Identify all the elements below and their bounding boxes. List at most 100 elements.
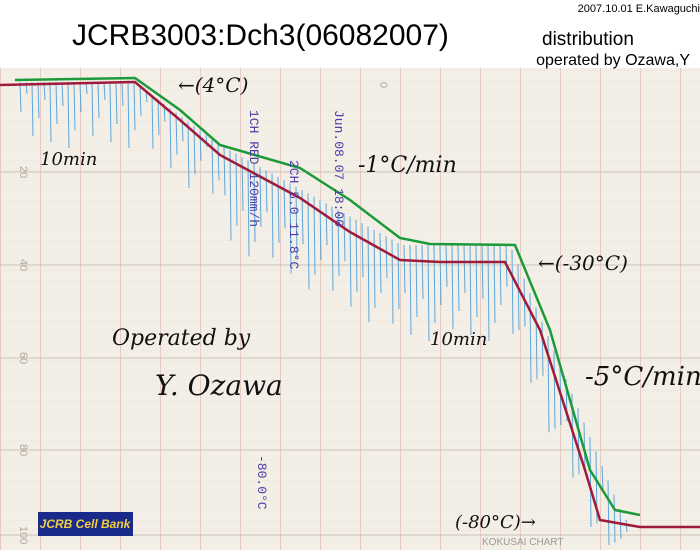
- annotation: ←(-30°C): [538, 251, 628, 275]
- trace-spike: [319, 199, 322, 261]
- trace-spike: [535, 307, 538, 380]
- trace-spike: [355, 219, 358, 292]
- trace-spike: [397, 242, 400, 309]
- scale-label: 20: [17, 166, 29, 178]
- trace-spike: [463, 244, 466, 294]
- trace-spike: [493, 244, 496, 324]
- trace-spike: [61, 81, 64, 107]
- trace-spike: [445, 244, 448, 288]
- trace-spike: [193, 126, 196, 175]
- recorder-text: Jun.08.07 18:00: [331, 110, 346, 227]
- annotation: -1°C/min: [358, 153, 457, 178]
- trace-spike: [37, 81, 40, 119]
- trace-spike: [373, 229, 376, 308]
- scale-label: 100: [17, 526, 29, 544]
- trace-spike: [529, 292, 532, 384]
- logo-bg: [38, 512, 133, 536]
- trace-spike: [601, 465, 604, 490]
- annotation: Y. Ozawa: [155, 369, 283, 402]
- trace-spike: [361, 223, 364, 278]
- trace-spike: [433, 244, 436, 324]
- trace-spike: [457, 244, 460, 312]
- trace-spike: [265, 170, 268, 213]
- trace-spike: [109, 81, 112, 143]
- trace-spike: [391, 239, 394, 324]
- trace-spike: [517, 264, 520, 331]
- grid: [0, 68, 700, 550]
- trace-spike: [289, 183, 292, 274]
- trace-spike: [553, 350, 556, 429]
- trace-spike: [55, 81, 58, 125]
- scale-label: 80: [17, 444, 29, 456]
- trace-spike: [469, 244, 472, 336]
- trace-spike: [67, 81, 70, 149]
- trace-spike: [199, 130, 202, 161]
- trace-spike: [97, 81, 100, 119]
- trace-spike: [439, 244, 442, 306]
- trace-spike: [385, 236, 388, 279]
- trace-spike: [73, 81, 76, 131]
- credit: 2007.10.01 E.Kawaguchi: [578, 3, 700, 15]
- trace-spike: [295, 186, 298, 259]
- trace-spike: [379, 232, 382, 294]
- trace-spike: [325, 203, 328, 246]
- red-trace: [0, 80, 700, 529]
- trace-spike: [499, 244, 502, 306]
- trace-spike: [157, 99, 160, 136]
- trace-spike: [79, 81, 82, 113]
- trace-spike: [271, 173, 274, 258]
- trace-spike: [217, 144, 220, 181]
- logo: JCRB Cell Bank: [40, 517, 132, 531]
- trace-spike: [19, 81, 22, 113]
- trace-spike: [205, 135, 208, 148]
- trace-spike: [613, 494, 616, 543]
- trace-spike: [133, 81, 136, 131]
- trace-spike: [481, 244, 484, 300]
- annotation: -5°C/min: [585, 362, 700, 392]
- scale-label: 60: [17, 352, 29, 364]
- subtitle: distribution: [542, 29, 634, 50]
- trace-spike: [343, 213, 346, 262]
- title: JCRB3003:Dch3(06082007): [72, 19, 449, 52]
- trace-spike: [403, 244, 406, 294]
- trace-spike: [139, 85, 142, 116]
- trace-spike: [229, 150, 232, 241]
- trace-spike: [169, 108, 172, 169]
- paper-brand: KOKUSAI CHART: [482, 537, 564, 548]
- scale-label: 0: [377, 82, 389, 88]
- trace-spike: [175, 112, 178, 155]
- annotation: 10min: [40, 149, 97, 170]
- trace-spike: [541, 321, 544, 376]
- trace-spike: [253, 163, 256, 242]
- trace-spike: [607, 480, 610, 546]
- trace-spike: [91, 81, 94, 137]
- recorder-text: 2CH 5.0 11.8°C: [286, 160, 301, 269]
- trace-spike: [277, 176, 280, 243]
- blue-trace: [19, 81, 628, 546]
- annotation: 10min: [430, 329, 487, 350]
- trace-spike: [223, 147, 226, 196]
- operator: operated by Ozawa,Y: [536, 52, 690, 69]
- trace-spike: [307, 193, 310, 290]
- annotation: Operated by: [112, 326, 251, 351]
- trace-spike: [235, 153, 238, 226]
- trace-spike: [103, 81, 106, 101]
- trace-spike: [247, 160, 250, 257]
- green-trace: [14, 76, 641, 517]
- annotation: (-80°C)→: [455, 512, 536, 533]
- trace-spike: [421, 244, 424, 300]
- scale-label: 40: [17, 259, 29, 271]
- annotation: ←(4°C): [178, 73, 248, 97]
- trace-spike: [625, 519, 628, 533]
- trace-spike: [151, 94, 154, 149]
- trace-spike: [577, 408, 580, 475]
- trace-spike: [313, 196, 316, 275]
- recorder-text: -80.0°C: [254, 455, 269, 510]
- trace-spike: [337, 209, 340, 276]
- trace-spike: [187, 121, 190, 188]
- header-bg: [0, 0, 700, 70]
- trace-spike: [415, 244, 418, 318]
- trace-spike: [49, 81, 52, 143]
- trace-spike: [511, 249, 514, 334]
